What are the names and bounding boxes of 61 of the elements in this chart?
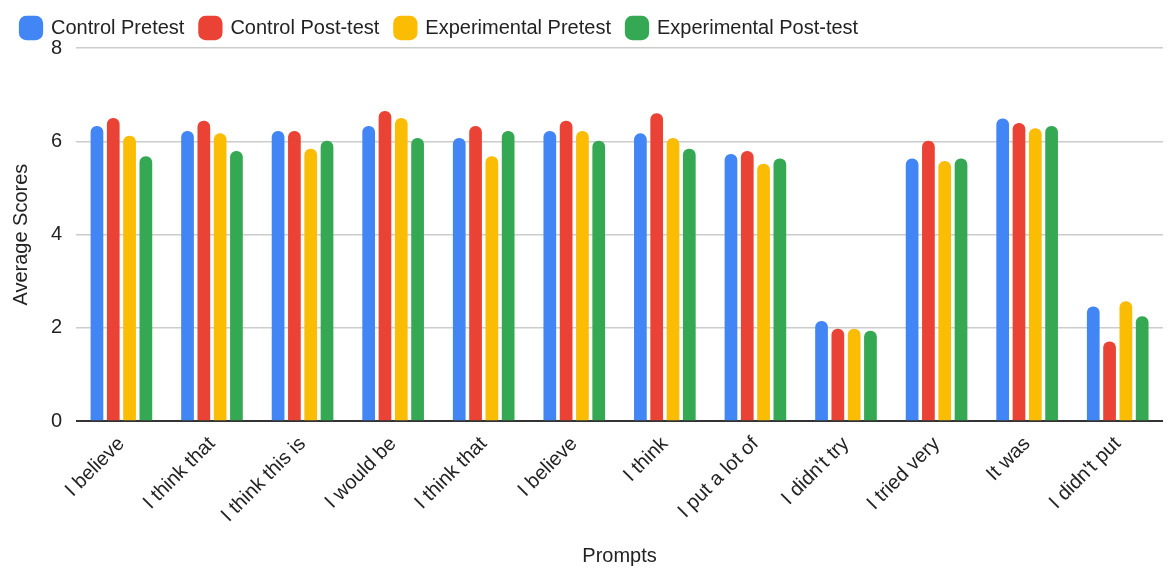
bar (1119, 301, 1133, 421)
bar (592, 140, 606, 421)
bar (1045, 125, 1058, 421)
bar (831, 328, 845, 421)
bar (757, 163, 770, 421)
y-tick-label: 4 (51, 222, 63, 245)
bar (452, 138, 466, 421)
bar (773, 158, 787, 421)
bar (576, 131, 589, 421)
bar (559, 120, 573, 421)
bar (1086, 306, 1100, 421)
bar (197, 120, 211, 421)
x-axis-title: Prompts (582, 543, 657, 566)
bar (288, 131, 301, 421)
bar (362, 125, 376, 421)
y-axis-title: Average Scores (8, 163, 31, 306)
bar (1028, 128, 1042, 421)
bar (181, 131, 194, 421)
legend-label: Control Post-test (230, 15, 380, 38)
bar (1103, 341, 1116, 421)
bar (938, 160, 952, 421)
y-tick-label: 0 (51, 408, 63, 431)
y-tick-label: 2 (51, 315, 63, 338)
bar (320, 140, 334, 421)
bar (90, 125, 104, 421)
bar (650, 113, 664, 421)
bar (411, 138, 424, 421)
bar (230, 151, 243, 421)
bar (1135, 316, 1149, 421)
x-tick-label: I put a lot of (672, 431, 763, 522)
bar (213, 133, 227, 421)
bar (123, 135, 136, 421)
bar (543, 131, 557, 421)
legend-label: Experimental Post-test (656, 15, 859, 38)
bar (271, 131, 285, 421)
bar (922, 140, 935, 421)
bar (905, 158, 919, 421)
bar (394, 117, 408, 421)
x-tick-label: It was (981, 431, 1034, 485)
bar (740, 151, 754, 421)
bar (469, 125, 482, 421)
bar (378, 110, 392, 421)
bar (666, 138, 680, 421)
bar (485, 156, 499, 421)
bar (847, 328, 861, 421)
bar (139, 156, 153, 421)
y-tick-label: 8 (51, 35, 63, 58)
bar (815, 320, 828, 421)
y-tick-label: 6 (51, 128, 63, 151)
bar (996, 118, 1010, 421)
bar (954, 158, 968, 421)
bar (864, 330, 877, 421)
legend-label: Experimental Pretest (425, 15, 612, 38)
bar (304, 148, 318, 421)
bar (634, 133, 647, 421)
bar (501, 131, 515, 421)
bar (106, 117, 120, 421)
legend-label: Control Pretest (51, 15, 185, 38)
bar (682, 148, 696, 421)
bar (724, 153, 738, 421)
bar (1012, 123, 1026, 421)
